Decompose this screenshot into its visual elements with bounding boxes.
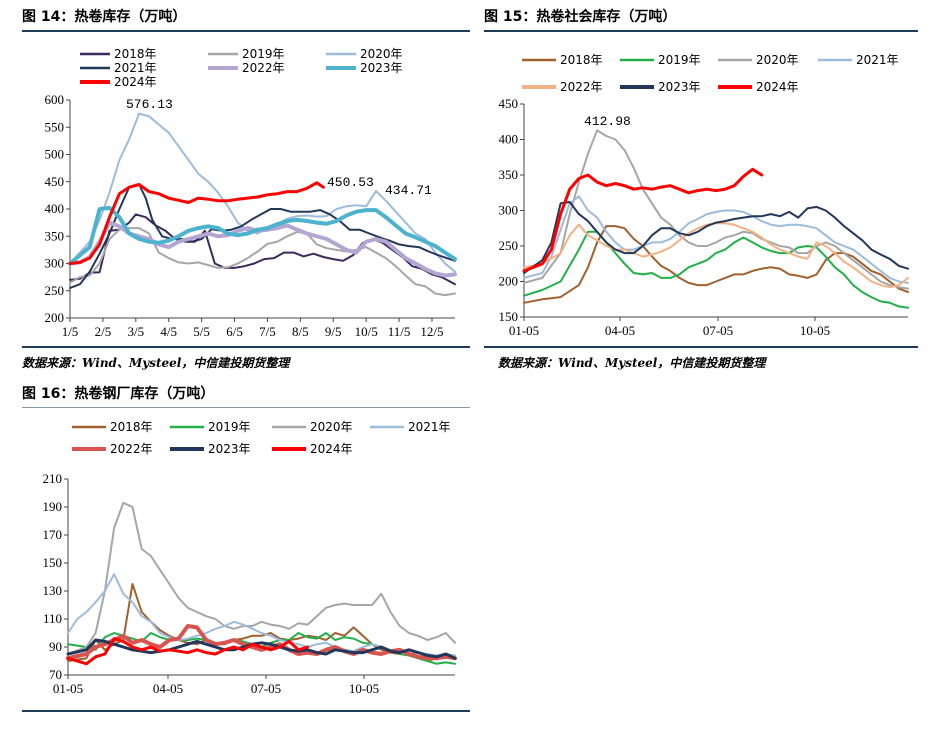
c16-y-tick-label: 210 bbox=[43, 471, 63, 486]
c14-x-tick-label: 4/5 bbox=[160, 324, 177, 339]
c15-y-tick-label: 350 bbox=[499, 167, 519, 182]
c15-series-line-2022年 bbox=[523, 222, 909, 289]
c15-y-tick-label: 200 bbox=[499, 274, 519, 289]
chart-14-source: 数据来源：Wind、Mysteel，中信建投期货整理 bbox=[22, 356, 290, 370]
c15-legend-label: 2020年 bbox=[756, 53, 799, 67]
c15-legend-label: 2023年 bbox=[658, 80, 701, 94]
c16-y-tick-label: 190 bbox=[43, 499, 63, 514]
c14-legend-label: 2018年 bbox=[114, 47, 157, 61]
chart-15-title: 图 15：热卷社会库存（万吨） bbox=[484, 9, 677, 25]
c14-y-tick-label: 550 bbox=[45, 119, 65, 134]
c16-y-tick-label: 70 bbox=[49, 667, 62, 682]
c14-annotation: 576.13 bbox=[126, 97, 173, 112]
c14-legend-label: 2022年 bbox=[242, 61, 285, 75]
c15-x-tick-label: 10-05 bbox=[800, 323, 830, 338]
c15-series-line-2020年 bbox=[523, 129, 909, 290]
c16-legend-label: 2022年 bbox=[110, 442, 153, 456]
c16-legend-label: 2021年 bbox=[408, 420, 451, 434]
c15-legend-label: 2021年 bbox=[856, 53, 899, 67]
c15-annotation: 412.98 bbox=[584, 114, 631, 129]
chart-16-bottom-rule bbox=[22, 710, 470, 712]
c15-y-tick-label: 250 bbox=[499, 238, 519, 253]
c14-y-tick-label: 600 bbox=[45, 92, 65, 107]
chart-14-top-rule bbox=[22, 30, 470, 32]
c14-x-tick-label: 10/5 bbox=[355, 324, 378, 339]
c16-y-tick-label: 110 bbox=[43, 611, 62, 626]
c16-legend-label: 2019年 bbox=[208, 420, 251, 434]
c15-x-tick-label: 07-05 bbox=[703, 323, 733, 338]
chart-16-title: 图 16：热卷钢厂库存（万吨） bbox=[22, 386, 215, 402]
c16-legend-label: 2023年 bbox=[208, 442, 251, 456]
c15-y-tick-label: 450 bbox=[499, 96, 519, 111]
c14-y-tick-label: 300 bbox=[45, 256, 65, 271]
c14-annotation: 450.53 bbox=[327, 175, 374, 190]
chart-16-top-rule bbox=[22, 407, 470, 408]
c14-y-tick-label: 500 bbox=[45, 147, 65, 162]
c15-x-tick-label: 04-05 bbox=[605, 323, 635, 338]
chart-15-source: 数据来源：Wind、Mysteel，中信建投期货整理 bbox=[498, 356, 766, 370]
c14-x-tick-label: 8/5 bbox=[292, 324, 309, 339]
c14-series-line-2024年 bbox=[68, 181, 325, 265]
c15-legend-label: 2024年 bbox=[756, 80, 799, 94]
c16-legend-label: 2024年 bbox=[310, 442, 353, 456]
c16-series-line-2020年 bbox=[67, 501, 456, 655]
c15-series-line-2018年 bbox=[523, 225, 909, 304]
c16-y-tick-label: 150 bbox=[43, 555, 63, 570]
c14-x-tick-label: 6/5 bbox=[226, 324, 243, 339]
c14-series-line-2018年 bbox=[69, 213, 456, 286]
c16-x-tick-label: 04-05 bbox=[153, 681, 183, 696]
c15-legend-label: 2019年 bbox=[658, 53, 701, 67]
c14-x-tick-label: 7/5 bbox=[259, 324, 276, 339]
c16-legend-label: 2020年 bbox=[310, 420, 353, 434]
c14-y-tick-label: 400 bbox=[45, 201, 65, 216]
c16-series-line-2023年 bbox=[66, 638, 457, 660]
c14-x-tick-label: 2/5 bbox=[95, 324, 112, 339]
c14-x-tick-label: 3/5 bbox=[127, 324, 144, 339]
c14-legend-label: 2023年 bbox=[360, 61, 403, 75]
c14-legend-label: 2019年 bbox=[242, 47, 285, 61]
c14-annotation: 434.71 bbox=[385, 183, 432, 198]
c16-y-tick-label: 90 bbox=[49, 639, 62, 654]
c14-x-tick-label: 9/5 bbox=[325, 324, 342, 339]
chart-15-bottom-rule bbox=[484, 346, 918, 348]
chart-14-title: 图 14：热卷库存（万吨） bbox=[22, 9, 187, 25]
c14-x-tick-label: 11/5 bbox=[388, 324, 411, 339]
c14-legend-label: 2021年 bbox=[114, 61, 157, 75]
c16-legend-label: 2018年 bbox=[110, 420, 153, 434]
c16-y-tick-label: 170 bbox=[43, 527, 63, 542]
c16-x-tick-label: 07-05 bbox=[251, 681, 281, 696]
c14-y-tick-label: 350 bbox=[45, 228, 65, 243]
c15-y-tick-label: 400 bbox=[499, 132, 519, 147]
c15-legend-label: 2018年 bbox=[560, 53, 603, 67]
c14-x-tick-label: 12/5 bbox=[420, 324, 443, 339]
c14-series-line-2023年 bbox=[68, 205, 457, 266]
chart-15-top-rule bbox=[484, 30, 918, 32]
c16-y-tick-label: 130 bbox=[43, 583, 63, 598]
c15-x-tick-label: 01-05 bbox=[509, 323, 539, 338]
c14-legend-label: 2024年 bbox=[114, 75, 157, 89]
c14-x-tick-label: 5/5 bbox=[193, 324, 210, 339]
c16-x-tick-label: 01-05 bbox=[53, 681, 83, 696]
c15-series-line-2024年 bbox=[522, 167, 764, 273]
chart-14-bottom-rule bbox=[22, 346, 470, 348]
c14-y-tick-label: 200 bbox=[45, 310, 65, 325]
c15-series-line-2023年 bbox=[523, 201, 909, 274]
c14-legend-label: 2020年 bbox=[360, 47, 403, 61]
c14-series-line-2019年 bbox=[69, 227, 456, 297]
c15-y-tick-label: 300 bbox=[499, 203, 519, 218]
c15-y-tick-label: 150 bbox=[499, 309, 519, 324]
c15-legend-label: 2022年 bbox=[560, 80, 603, 94]
c15-series-line-2021年 bbox=[523, 195, 909, 284]
c14-y-tick-label: 450 bbox=[45, 174, 65, 189]
c16-series-line-2024年 bbox=[66, 637, 310, 666]
c14-x-tick-label: 1/5 bbox=[62, 324, 79, 339]
c14-y-tick-label: 250 bbox=[45, 283, 65, 298]
c16-x-tick-label: 10-05 bbox=[349, 681, 379, 696]
